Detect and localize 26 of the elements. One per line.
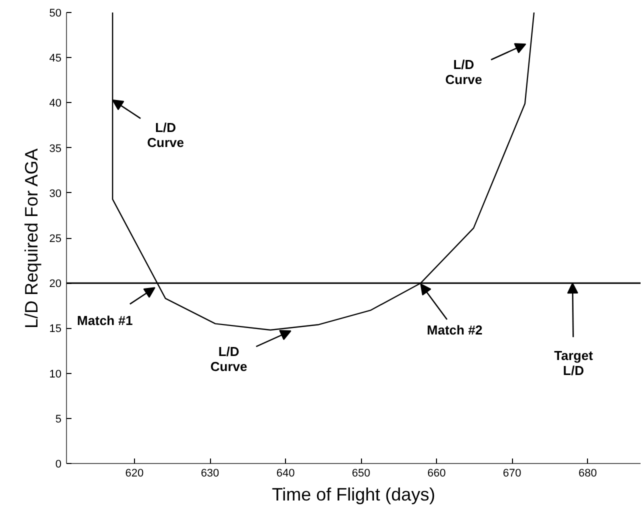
- y-tick-label: 15: [49, 323, 62, 336]
- y-tick-label: 40: [49, 98, 62, 110]
- x-tick-label: 630: [200, 468, 220, 480]
- y-axis-title: L/D Required For AGA: [21, 148, 42, 329]
- y-tick-label: 25: [49, 233, 62, 245]
- y-tick-label: 45: [49, 52, 62, 65]
- annotation: L/D Curve: [147, 120, 184, 150]
- annotation: L/D Curve: [445, 57, 482, 88]
- y-tick-label: 30: [49, 188, 62, 200]
- annotation: Match #2: [426, 322, 483, 338]
- y-tick-label: 35: [49, 142, 62, 155]
- x-tick-label: 640: [276, 468, 295, 480]
- x-tick-label: 670: [502, 468, 522, 480]
- y-tick-label: 0: [55, 458, 62, 470]
- annotation: Target L/D: [554, 348, 594, 378]
- x-tick-label: 620: [125, 468, 144, 480]
- annotation: Match #1: [77, 313, 133, 328]
- y-tick-label: 20: [49, 278, 62, 290]
- y-tick-label: 50: [49, 8, 62, 20]
- annotation: L/D Curve: [210, 344, 248, 374]
- x-tick-label: 680: [578, 468, 597, 480]
- x-axis-title: Time of Flight (days): [272, 484, 436, 504]
- y-tick-label: 5: [55, 413, 62, 426]
- x-tick-label: 660: [427, 468, 446, 480]
- x-tick-label: 650: [352, 468, 370, 480]
- y-tick-label: 10: [49, 368, 62, 380]
